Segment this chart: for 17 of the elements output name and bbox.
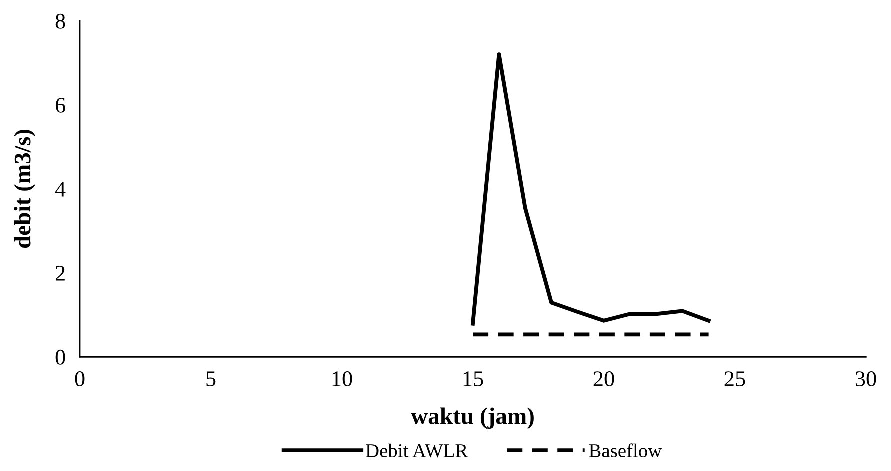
y-tick-label: 8 [56,14,66,29]
legend-label: Baseflow [589,444,662,458]
y-tick-label: 6 [56,98,66,113]
x-tick-label: 20 [594,372,614,387]
x-tick-label: 0 [75,372,85,387]
x-tick-label: 5 [206,372,216,387]
y-tick-label: 0 [56,350,66,365]
x-tick-label: 10 [332,372,352,387]
line-series [471,52,711,326]
y-axis-title: debit (m3/s) [14,130,36,248]
y-tick-label: 4 [55,182,66,197]
legend-label: Debit AWLR [366,444,468,458]
x-tick-label: 15 [464,372,484,387]
x-tick-label: 30 [856,372,876,387]
y-tick-label: 2 [56,266,65,281]
x-tick-label: 25 [724,372,746,387]
x-axis-title: waktu (jam) [411,408,534,430]
